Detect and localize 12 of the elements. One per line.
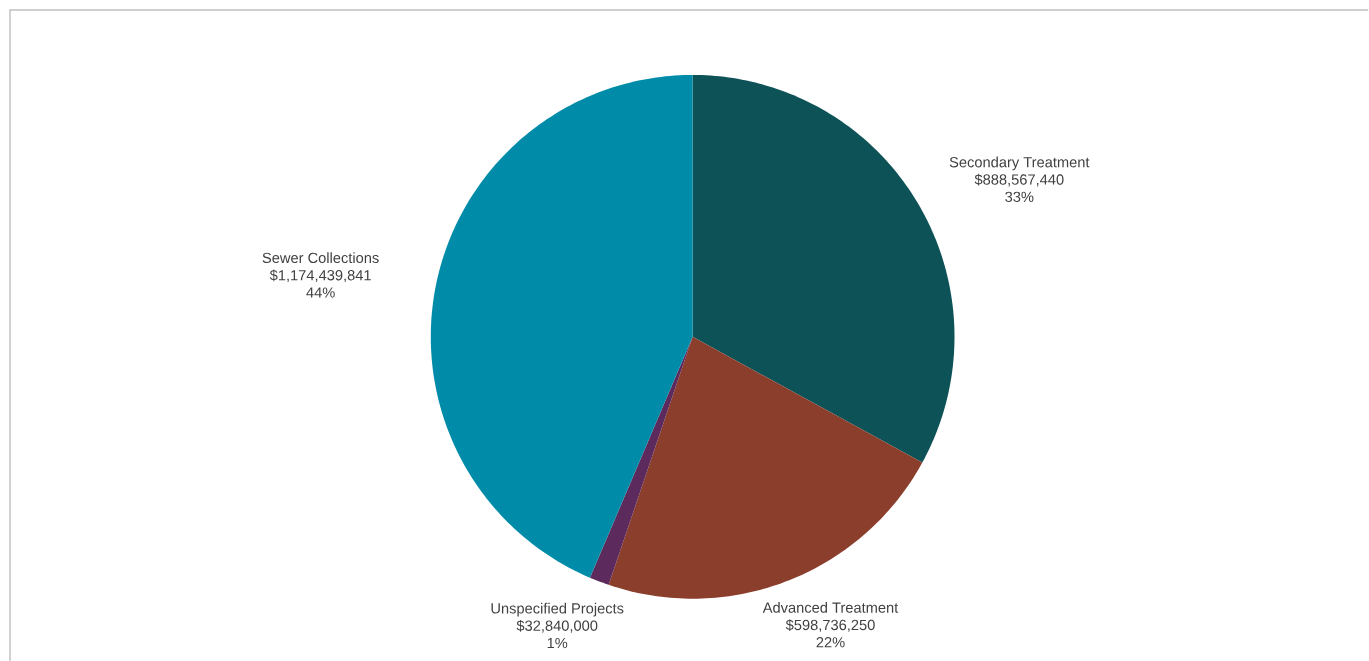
data-label: $1,174,439,841 bbox=[269, 269, 371, 282]
slice-label: Advanced Treatment bbox=[762, 601, 899, 613]
text: 33% bbox=[1005, 191, 1034, 202]
text: 44% bbox=[306, 287, 335, 298]
data-label: $888,567,440 bbox=[974, 173, 1064, 187]
data-label: $598,736,250 bbox=[785, 618, 875, 632]
slice-label: Secondary Treatment bbox=[949, 156, 1090, 171]
slice-label: Sewer Collections bbox=[262, 252, 379, 263]
data-label: $32,840,000 bbox=[516, 619, 598, 633]
slice-label: Unspecified Projects bbox=[491, 602, 624, 617]
text: 1% bbox=[547, 637, 568, 648]
text: 22% bbox=[816, 636, 845, 648]
